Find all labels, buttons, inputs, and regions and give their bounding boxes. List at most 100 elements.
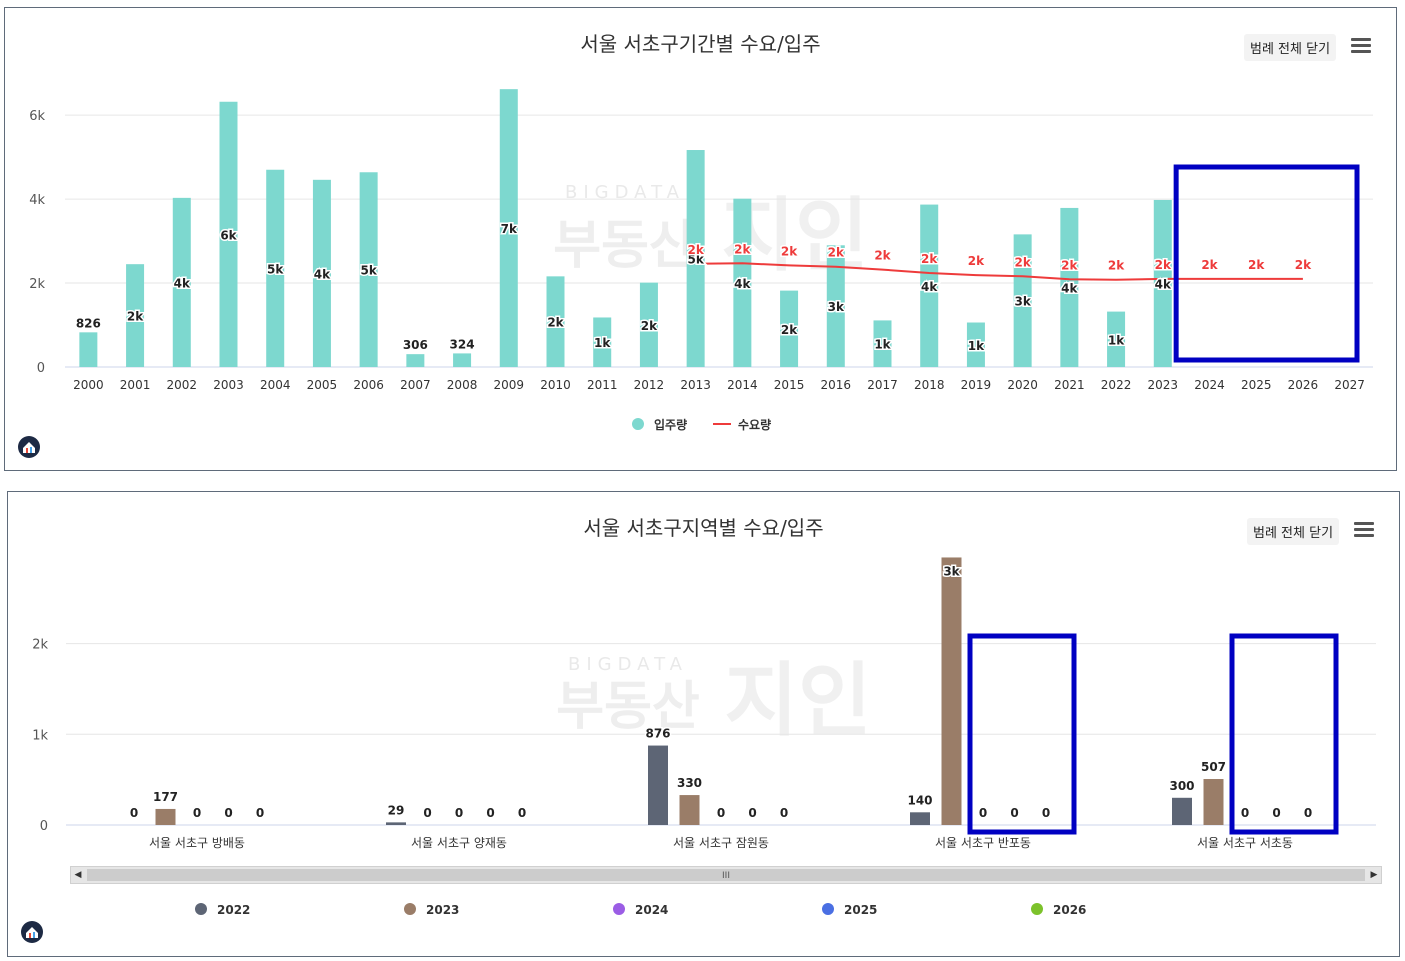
bar-입주량	[1060, 207, 1079, 367]
line-data-label: 2k	[874, 249, 891, 263]
x-tick-label: 2017	[867, 378, 898, 392]
legend-item-2022[interactable]: 2022	[195, 903, 250, 917]
bar-data-label: 0	[717, 806, 725, 820]
bar-입주량	[79, 332, 98, 367]
legend-label: 2024	[635, 903, 668, 917]
bar-data-label: 177	[153, 790, 178, 804]
bar-data-label: 0	[1304, 806, 1312, 820]
scroll-right-button[interactable]: ▶	[1370, 870, 1378, 880]
line-data-label: 2k	[687, 243, 704, 257]
bar-data-label: 4k	[921, 280, 938, 294]
scroll-grip-icon: III	[722, 871, 730, 881]
watermark-text: 부동산	[556, 677, 700, 737]
x-tick-label: 2024	[1194, 378, 1225, 392]
bar-data-label: 0	[256, 806, 264, 820]
y-tick-label: 2k	[29, 277, 45, 292]
bar-data-label: 29	[388, 803, 405, 817]
bar-2022	[648, 745, 668, 825]
legend-label: 2023	[426, 903, 459, 917]
legend-item-수요량[interactable]: 수요량	[713, 418, 771, 432]
scroll-left-button[interactable]: ◀	[74, 870, 82, 880]
x-tick-label: 2026	[1288, 378, 1319, 392]
horizontal-scrollbar[interactable]: ◀ III ▶	[70, 866, 1382, 884]
bar-입주량	[780, 290, 799, 367]
x-tick-label: 2003	[213, 378, 244, 392]
x-tick-label: 서울 서초구 서초동	[1197, 836, 1293, 850]
legend-item-2025[interactable]: 2025	[822, 903, 877, 917]
bar-data-label: 1k	[1108, 333, 1125, 347]
bar-data-label: 0	[748, 806, 756, 820]
bar-입주량	[639, 282, 658, 367]
bar-data-label: 6k	[220, 228, 237, 242]
bar-입주량	[593, 317, 612, 367]
line-data-label: 2k	[921, 252, 938, 266]
legend-item-입주량[interactable]: 입주량	[632, 418, 687, 432]
bar-입주량	[826, 245, 845, 367]
bar-data-label: 306	[403, 338, 428, 352]
bar-data-label: 507	[1201, 760, 1226, 774]
chart-period-panel: 서울 서초구기간별 수요/입주 범례 전체 닫기 BIGDATA 부동산 지인 0 2k…	[4, 7, 1397, 471]
bar-2022	[1172, 797, 1192, 825]
y-tick-label: 2k	[32, 638, 48, 653]
bar-data-label: 0	[486, 806, 494, 820]
bar-data-label: 0	[224, 806, 232, 820]
line-data-label: 2k	[1061, 258, 1078, 272]
bar-data-label: 876	[645, 727, 670, 741]
bar-data-label: 5k	[687, 253, 704, 267]
watermark-text: 부동산	[553, 216, 697, 276]
bar-data-label: 2k	[547, 316, 564, 330]
x-tick-label: 2018	[914, 378, 945, 392]
line-data-label: 2k	[968, 254, 985, 268]
legend-item-2026[interactable]: 2026	[1031, 903, 1086, 917]
bar-data-label: 3k	[828, 300, 845, 314]
line-data-label: 2k	[1248, 258, 1265, 272]
legend-label: 2022	[217, 903, 250, 917]
legend-label: 수요량	[738, 418, 771, 432]
scroll-thumb[interactable]: III	[87, 869, 1365, 881]
hamburger-menu-icon[interactable]	[1351, 38, 1371, 54]
highlight-box	[1173, 164, 1360, 363]
line-data-label: 2k	[828, 246, 845, 260]
chart-title: 서울 서초구지역별 수요/입주	[583, 516, 824, 540]
x-tick-label: 2001	[120, 378, 151, 392]
bar-data-label: 3k	[943, 564, 960, 578]
bar-data-label: 0	[979, 806, 987, 820]
highlight-box	[1229, 633, 1339, 835]
x-tick-label: 2027	[1334, 378, 1365, 392]
bar-data-label: 4k	[314, 267, 331, 281]
y-tick-label: 0	[37, 361, 45, 376]
bar-data-label: 0	[193, 806, 201, 820]
bar-data-label: 140	[907, 793, 932, 807]
x-tick-label: 2015	[774, 378, 805, 392]
legend-item-2024[interactable]: 2024	[613, 903, 668, 917]
bar-data-label: 0	[455, 806, 463, 820]
legend-marker	[195, 903, 207, 915]
bar-입주량	[126, 264, 145, 367]
bar-입주량	[1107, 311, 1126, 367]
x-tick-label: 2021	[1054, 378, 1085, 392]
legend-marker	[632, 418, 644, 430]
bar-data-label: 0	[1042, 806, 1050, 820]
home-logo-icon[interactable]	[17, 435, 41, 459]
y-tick-label: 4k	[29, 193, 45, 208]
bar-입주량	[312, 179, 331, 367]
y-tick-label: 6k	[29, 109, 45, 124]
x-tick-label: 2016	[821, 378, 852, 392]
hamburger-menu-icon[interactable]	[1354, 522, 1374, 538]
legend-label: 입주량	[654, 418, 687, 432]
legend-close-all-button[interactable]: 범례 전체 닫기	[1247, 518, 1340, 545]
x-tick-label: 2020	[1007, 378, 1038, 392]
legend-item-2023[interactable]: 2023	[404, 903, 459, 917]
x-tick-label: 2007	[400, 378, 431, 392]
x-tick-label: 2023	[1148, 378, 1179, 392]
home-logo-icon[interactable]	[20, 920, 44, 944]
x-tick-label: 2004	[260, 378, 291, 392]
bar-입주량	[172, 197, 191, 367]
legend-close-all-button[interactable]: 범례 전체 닫기	[1244, 34, 1337, 61]
bar-data-label: 4k	[174, 276, 191, 290]
bar-data-label: 0	[423, 806, 431, 820]
bar-data-label: 0	[780, 806, 788, 820]
y-tick-label: 0	[40, 819, 48, 834]
line-data-label: 2k	[1155, 258, 1172, 272]
watermark-text: BIGDATA	[568, 654, 688, 675]
